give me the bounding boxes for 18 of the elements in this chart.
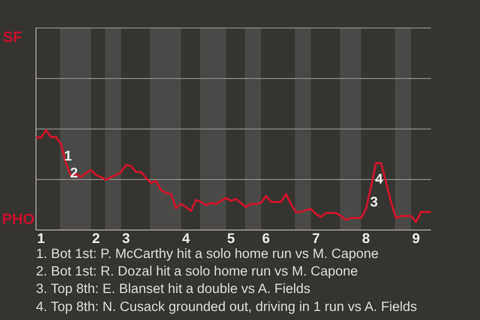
x-tick-label: 9 bbox=[412, 230, 420, 246]
annotation: 1 bbox=[64, 148, 72, 164]
text: PHO bbox=[2, 210, 35, 228]
x-tick-label: 5 bbox=[227, 230, 236, 246]
x-tick-label: 3 bbox=[122, 230, 130, 246]
x-tick-label: 6 bbox=[262, 230, 270, 246]
text: 4. Top 8th: N. Cusack grounded out, driving in 1 run vs A. Fields bbox=[36, 298, 418, 314]
text: 2. Bot 1st: R. Dozal hit a solo home run vs M. Capone bbox=[36, 264, 358, 279]
x-tick-label: 2 bbox=[92, 230, 100, 246]
text: SF bbox=[3, 28, 22, 46]
annotation: 3 bbox=[370, 194, 378, 210]
text: 1. Bot 1st: P. McCarthy hit a solo home run vs M. Capone bbox=[36, 246, 379, 261]
x-tick-label: 8 bbox=[362, 230, 370, 246]
x-tick-label: 7 bbox=[312, 230, 320, 246]
text: 3. Top 8th: E. Blanset hit a double vs A. Fields bbox=[36, 281, 311, 296]
x-tick-label: 4 bbox=[182, 230, 190, 246]
annotation: 4 bbox=[375, 170, 384, 187]
x-tick-label: 1 bbox=[37, 230, 46, 246]
